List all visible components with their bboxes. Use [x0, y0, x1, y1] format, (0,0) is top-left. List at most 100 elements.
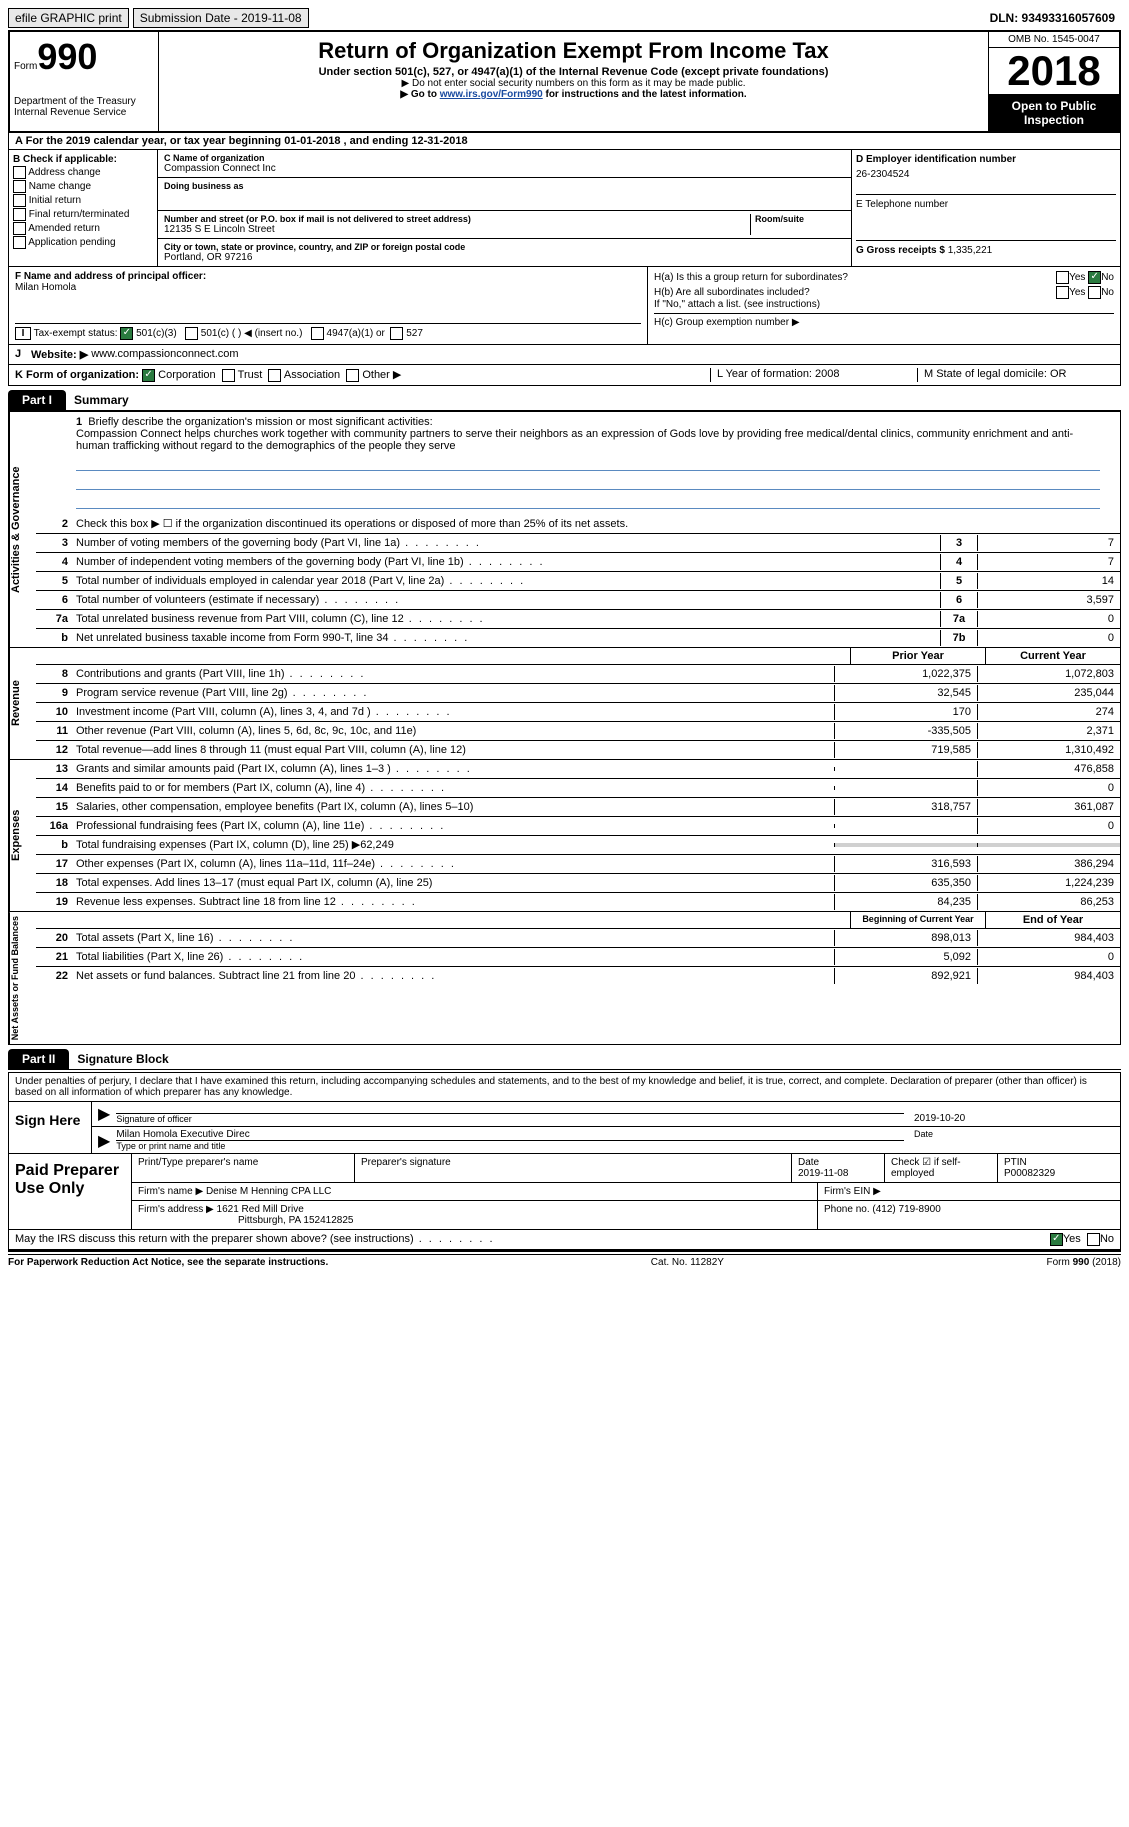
officer-name-title: Milan Homola Executive Direc [116, 1129, 904, 1141]
date-label: Date [904, 1129, 1114, 1139]
l16a-desc: Professional fundraising fees (Part IX, … [72, 818, 834, 834]
l8-desc: Contributions and grants (Part VIII, lin… [72, 666, 834, 682]
l22-num: 22 [36, 968, 72, 984]
check-app-pending[interactable]: Application pending [13, 236, 153, 249]
check-amended[interactable]: Amended return [13, 222, 153, 235]
efile-print-button[interactable]: efile GRAPHIC print [8, 8, 129, 28]
section-h: H(a) Is this a group return for subordin… [648, 267, 1120, 344]
l16a-cur: 0 [977, 818, 1120, 834]
check-final-return[interactable]: Final return/terminated [13, 208, 153, 221]
l5-box: 5 [940, 573, 977, 589]
na-vlabel: Net Assets or Fund Balances [9, 912, 36, 1044]
l22-desc: Net assets or fund balances. Subtract li… [72, 968, 834, 984]
l5-num: 5 [36, 573, 72, 589]
l13-num: 13 [36, 761, 72, 777]
l17-desc: Other expenses (Part IX, column (A), lin… [72, 856, 834, 872]
l7b-desc: Net unrelated business taxable income fr… [72, 630, 940, 646]
l12-prior: 719,585 [834, 742, 977, 758]
prep-name-hdr: Print/Type preparer's name [132, 1154, 355, 1182]
check-4947[interactable] [311, 327, 324, 340]
discuss-yes[interactable] [1050, 1233, 1063, 1246]
tax-exempt-label: Tax-exempt status: [34, 328, 118, 339]
address-field: Number and street (or P.O. box if mail i… [158, 211, 851, 239]
ein-label: D Employer identification number [856, 154, 1116, 165]
l7b-val: 0 [977, 630, 1120, 646]
l15-num: 15 [36, 799, 72, 815]
l22-prior: 892,921 [834, 968, 977, 984]
discuss-question: May the IRS discuss this return with the… [15, 1233, 1050, 1246]
l4-box: 4 [940, 554, 977, 570]
org-name-label: C Name of organization [164, 153, 845, 163]
mission-rule [76, 454, 1100, 471]
city-value: Portland, OR 97216 [164, 252, 845, 263]
section-fh: F Name and address of principal officer:… [8, 267, 1121, 345]
tax-exempt-row: I Tax-exempt status: 501(c)(3) 501(c) ( … [15, 323, 641, 340]
gross-value: 1,335,221 [948, 245, 993, 256]
section-cd: C Name of organization Compassion Connec… [158, 150, 1120, 266]
l22-cur: 984,403 [977, 968, 1120, 984]
hc-label: H(c) Group exemption number ▶ [654, 313, 1114, 328]
check-trust[interactable] [222, 369, 235, 382]
check-assoc[interactable] [268, 369, 281, 382]
check-name-change[interactable]: Name change [13, 180, 153, 193]
prep-sig-hdr: Preparer's signature [355, 1154, 792, 1182]
gov-vlabel: Activities & Governance [9, 412, 36, 647]
l9-cur: 235,044 [977, 685, 1120, 701]
net-assets-section: Net Assets or Fund Balances Beginning of… [8, 912, 1121, 1045]
l14-prior [834, 786, 977, 790]
l19-num: 19 [36, 894, 72, 910]
sign-here-label: Sign Here [9, 1102, 92, 1153]
l12-cur: 1,310,492 [977, 742, 1120, 758]
ha-yes[interactable] [1056, 271, 1069, 284]
discuss-no[interactable] [1087, 1233, 1100, 1246]
paid-preparer: Paid Preparer Use Only Print/Type prepar… [8, 1154, 1121, 1230]
website-label: Website: ▶ [31, 348, 88, 361]
room-label: Room/suite [755, 214, 845, 224]
hb-yes[interactable] [1056, 286, 1069, 299]
open-public-badge: Open to Public Inspection [989, 95, 1119, 131]
org-name-field: C Name of organization Compassion Connec… [158, 150, 851, 178]
l6-val: 3,597 [977, 592, 1120, 608]
ha-no[interactable] [1088, 271, 1101, 284]
check-corp[interactable] [142, 369, 155, 382]
section-f: F Name and address of principal officer:… [9, 267, 648, 344]
l9-desc: Program service revenue (Part VIII, line… [72, 685, 834, 701]
footer-left: For Paperwork Reduction Act Notice, see … [8, 1257, 328, 1268]
part1-tab: Part I [8, 390, 66, 411]
l6-num: 6 [36, 592, 72, 608]
officer-name: Milan Homola [15, 282, 641, 293]
check-527[interactable] [390, 327, 403, 340]
check-501c[interactable] [185, 327, 198, 340]
hb-no[interactable] [1088, 286, 1101, 299]
k-label: K Form of organization: [15, 369, 139, 381]
l7a-num: 7a [36, 611, 72, 627]
l19-cur: 86,253 [977, 894, 1120, 910]
l11-num: 11 [36, 723, 72, 739]
hb-label: H(b) Are all subordinates included? [654, 287, 1056, 298]
check-address-change[interactable]: Address change [13, 166, 153, 179]
gross-receipts: G Gross receipts $ 1,335,221 [856, 240, 1116, 256]
check-initial-return[interactable]: Initial return [13, 194, 153, 207]
revenue-section: Revenue Prior Year Current Year 8Contrib… [8, 648, 1121, 760]
irs-link[interactable]: www.irs.gov/Form990 [440, 89, 543, 100]
l3-val: 7 [977, 535, 1120, 551]
l3-box: 3 [940, 535, 977, 551]
mission-text: Compassion Connect helps churches work t… [76, 428, 1100, 452]
prep-label: Paid Preparer Use Only [9, 1154, 132, 1229]
l16b-cur [977, 843, 1120, 847]
l11-prior: -335,505 [834, 723, 977, 739]
l11-cur: 2,371 [977, 723, 1120, 739]
l15-desc: Salaries, other compensation, employee b… [72, 799, 834, 815]
expenses-vlabel: Expenses [9, 760, 36, 911]
city-label: City or town, state or province, country… [164, 242, 845, 252]
l16b-prior [834, 843, 977, 847]
section-bcd: B Check if applicable: Address change Na… [8, 150, 1121, 267]
hb-note: If "No," attach a list. (see instruction… [654, 299, 1114, 310]
ssn-warning: ▶ Do not enter social security numbers o… [167, 78, 980, 89]
check-other[interactable] [346, 369, 359, 382]
check-501c3[interactable] [120, 327, 133, 340]
top-bar: efile GRAPHIC print Submission Date - 20… [8, 8, 1121, 28]
l12-desc: Total revenue—add lines 8 through 11 (mu… [72, 742, 834, 758]
l9-prior: 32,545 [834, 685, 977, 701]
section-c: C Name of organization Compassion Connec… [158, 150, 852, 266]
